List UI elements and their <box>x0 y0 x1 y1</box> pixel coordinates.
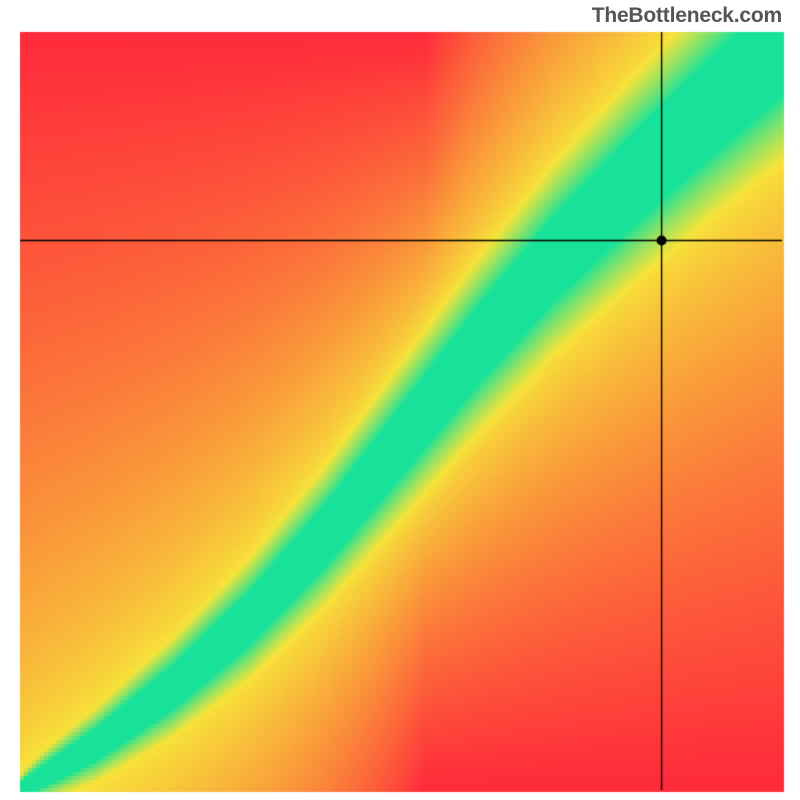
watermark-text: TheBottleneck.com <box>592 4 782 28</box>
chart-container: TheBottleneck.com <box>0 0 800 800</box>
bottleneck-heatmap <box>0 0 800 800</box>
